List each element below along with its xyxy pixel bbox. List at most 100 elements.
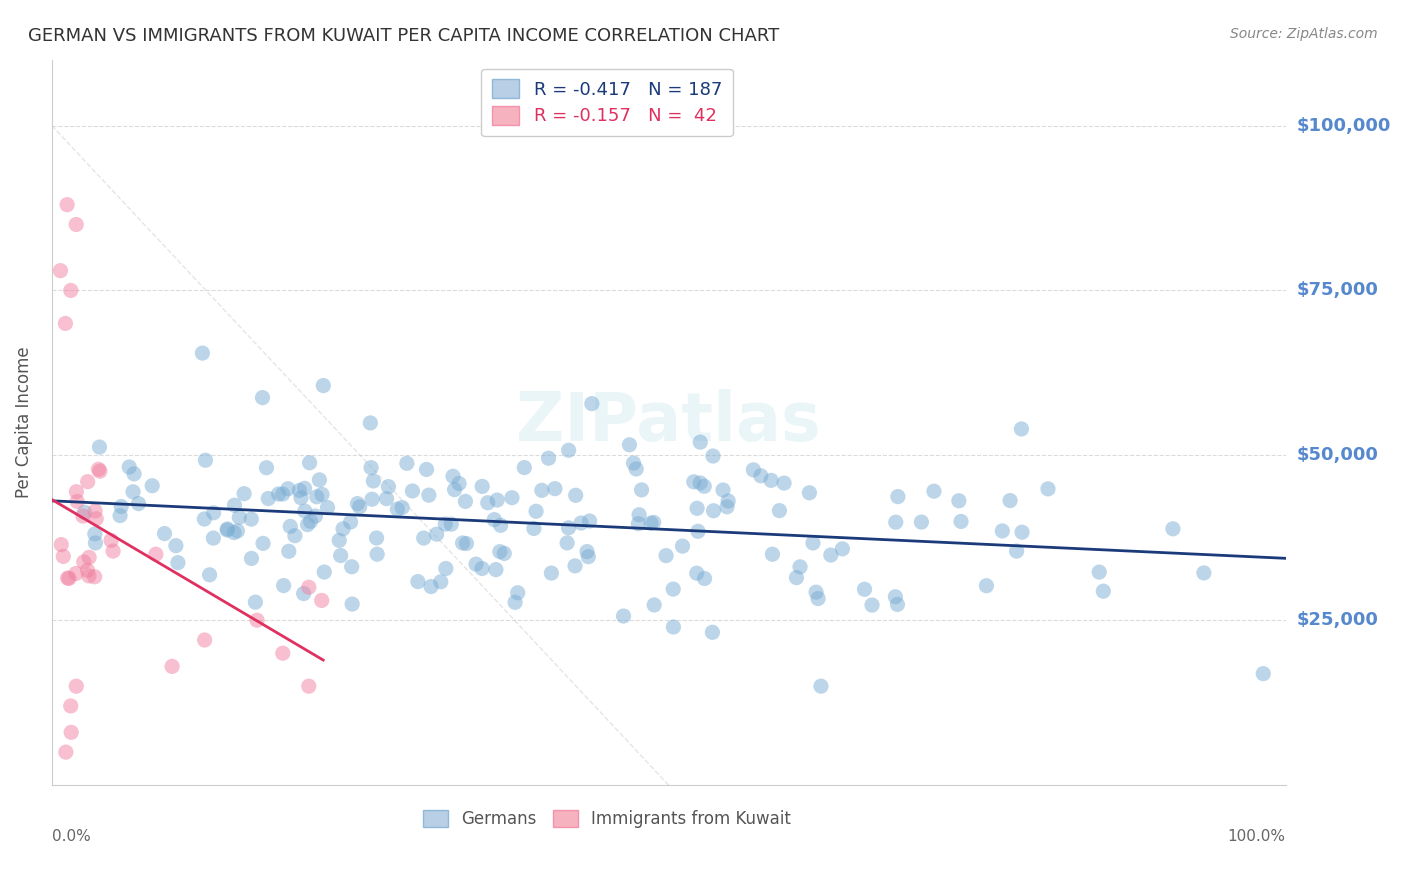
Point — [297, 517, 319, 532]
Point — [1192, 566, 1215, 580]
Point — [257, 491, 280, 506]
Point — [820, 548, 842, 562]
Point — [395, 456, 418, 470]
Point — [278, 519, 301, 533]
Point — [52, 549, 75, 564]
Point — [686, 566, 709, 581]
Point — [339, 515, 361, 529]
Point — [998, 493, 1021, 508]
Text: 0.0%: 0.0% — [52, 829, 90, 844]
Point — [366, 531, 388, 545]
Point — [785, 571, 807, 585]
Point — [165, 539, 187, 553]
Point — [643, 598, 665, 612]
Point — [810, 679, 832, 693]
Point — [101, 544, 124, 558]
Text: $50,000: $50,000 — [1296, 446, 1378, 465]
Text: ZIPatlas: ZIPatlas — [516, 389, 821, 455]
Point — [1161, 522, 1184, 536]
Point — [454, 494, 477, 508]
Point — [477, 496, 499, 510]
Point — [298, 456, 321, 470]
Point — [465, 557, 488, 571]
Point — [628, 508, 651, 522]
Point — [311, 593, 333, 607]
Text: $100,000: $100,000 — [1296, 117, 1391, 135]
Point — [122, 484, 145, 499]
Point — [77, 550, 100, 565]
Point — [277, 482, 299, 496]
Point — [887, 490, 910, 504]
Point — [160, 659, 183, 673]
Point — [127, 497, 149, 511]
Point — [749, 468, 772, 483]
Point — [1088, 565, 1111, 579]
Point — [89, 440, 111, 454]
Point — [294, 504, 316, 518]
Point — [311, 487, 333, 501]
Text: GERMAN VS IMMIGRANTS FROM KUWAIT PER CAPITA INCOME CORRELATION CHART: GERMAN VS IMMIGRANTS FROM KUWAIT PER CAP… — [28, 27, 779, 45]
Point — [1092, 584, 1115, 599]
Point — [789, 559, 811, 574]
Point — [110, 500, 132, 514]
Point — [1011, 525, 1033, 540]
Point — [226, 524, 249, 538]
Point — [298, 580, 321, 594]
Point — [702, 504, 724, 518]
Point — [271, 487, 294, 501]
Point — [193, 512, 215, 526]
Point — [198, 567, 221, 582]
Point — [76, 563, 98, 577]
Point — [167, 556, 190, 570]
Point — [118, 460, 141, 475]
Point — [578, 514, 600, 528]
Point — [530, 483, 553, 498]
Point — [742, 463, 765, 477]
Point — [83, 570, 105, 584]
Point — [853, 582, 876, 597]
Point — [910, 515, 932, 529]
Point — [564, 558, 586, 573]
Text: 100.0%: 100.0% — [1227, 829, 1285, 844]
Point — [682, 475, 704, 489]
Point — [65, 679, 87, 693]
Point — [434, 561, 457, 575]
Point — [305, 490, 328, 504]
Point — [555, 536, 578, 550]
Point — [412, 531, 434, 545]
Point — [401, 483, 423, 498]
Point — [662, 620, 685, 634]
Point — [332, 522, 354, 536]
Point — [55, 317, 77, 331]
Point — [1251, 666, 1274, 681]
Point — [711, 483, 734, 497]
Point — [671, 539, 693, 553]
Point — [576, 544, 599, 558]
Point — [513, 460, 536, 475]
Point — [716, 500, 738, 514]
Point — [557, 443, 579, 458]
Point — [217, 523, 239, 537]
Point — [524, 504, 547, 518]
Point — [886, 598, 908, 612]
Point — [233, 486, 256, 500]
Point — [58, 571, 80, 585]
Point — [141, 479, 163, 493]
Point — [314, 565, 336, 579]
Point — [449, 476, 471, 491]
Point — [346, 497, 368, 511]
Point — [581, 397, 603, 411]
Point — [312, 378, 335, 392]
Point — [761, 547, 783, 561]
Point — [329, 549, 352, 563]
Point — [194, 453, 217, 467]
Point — [630, 483, 652, 497]
Point — [406, 574, 429, 589]
Point — [256, 460, 278, 475]
Point — [693, 479, 716, 493]
Point — [100, 533, 122, 548]
Point — [801, 536, 824, 550]
Point — [441, 469, 464, 483]
Text: $25,000: $25,000 — [1296, 611, 1378, 629]
Point — [799, 485, 821, 500]
